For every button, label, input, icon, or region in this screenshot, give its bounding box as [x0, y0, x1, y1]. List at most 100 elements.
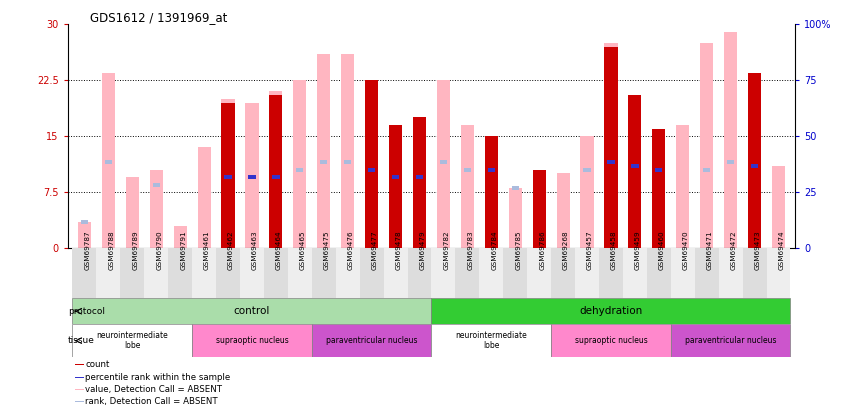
Bar — [485, 136, 498, 248]
Bar — [192, 324, 312, 357]
Text: GSM69465: GSM69465 — [299, 230, 306, 270]
Bar — [240, 248, 264, 298]
Text: GSM69458: GSM69458 — [611, 230, 617, 270]
Text: GSM69786: GSM69786 — [539, 230, 545, 270]
Bar — [584, 168, 591, 172]
Text: GSM69462: GSM69462 — [228, 230, 234, 270]
Bar — [655, 168, 662, 172]
Bar — [360, 248, 383, 298]
Bar — [727, 160, 734, 164]
Bar — [216, 248, 240, 298]
Bar — [383, 248, 408, 298]
Text: tissue: tissue — [68, 336, 95, 345]
Text: GSM69477: GSM69477 — [371, 230, 377, 270]
Bar — [533, 170, 546, 248]
Bar — [461, 125, 474, 248]
Text: dehydration: dehydration — [580, 306, 643, 316]
Bar — [96, 248, 120, 298]
Text: percentile rank within the sample: percentile rank within the sample — [85, 373, 231, 382]
Bar — [150, 170, 162, 248]
Bar — [152, 183, 160, 187]
Bar — [269, 92, 283, 248]
Text: GSM69461: GSM69461 — [204, 230, 210, 270]
Bar — [120, 248, 145, 298]
Bar — [431, 324, 551, 357]
Bar — [671, 248, 695, 298]
Bar — [296, 168, 304, 172]
Bar — [368, 168, 376, 172]
Bar — [102, 73, 115, 248]
Bar — [508, 188, 522, 248]
Bar — [416, 175, 423, 179]
Text: GSM69785: GSM69785 — [515, 230, 521, 270]
Text: GSM69784: GSM69784 — [492, 230, 497, 270]
Bar — [724, 32, 737, 248]
Text: GSM69459: GSM69459 — [634, 230, 641, 270]
Bar — [647, 248, 671, 298]
Bar — [631, 164, 639, 168]
Bar — [512, 186, 519, 190]
Bar — [294, 80, 306, 248]
Text: GSM69463: GSM69463 — [252, 230, 258, 270]
Text: neurointermediate
lobe: neurointermediate lobe — [96, 331, 168, 350]
Text: GSM69476: GSM69476 — [348, 230, 354, 270]
Bar — [629, 95, 641, 248]
Text: GSM69460: GSM69460 — [659, 230, 665, 270]
Bar — [389, 125, 402, 248]
Bar — [392, 175, 399, 179]
Bar — [75, 364, 84, 365]
Bar — [105, 160, 112, 164]
Text: GSM69474: GSM69474 — [778, 230, 784, 270]
Bar — [623, 248, 647, 298]
Text: paraventricular nucleus: paraventricular nucleus — [685, 336, 777, 345]
Bar — [126, 177, 139, 248]
Bar — [312, 324, 431, 357]
Text: GSM69782: GSM69782 — [443, 230, 449, 270]
Bar — [551, 324, 671, 357]
Bar — [527, 248, 551, 298]
Text: GDS1612 / 1391969_at: GDS1612 / 1391969_at — [90, 11, 227, 24]
Text: protocol: protocol — [68, 307, 105, 316]
Bar — [629, 95, 641, 248]
Bar — [700, 43, 713, 248]
Bar — [73, 248, 96, 298]
Bar — [772, 166, 785, 248]
Bar — [197, 147, 211, 248]
Bar — [78, 222, 91, 248]
Bar — [320, 160, 327, 164]
Bar — [272, 175, 279, 179]
Bar — [557, 173, 569, 248]
Bar — [551, 248, 575, 298]
Text: GSM69790: GSM69790 — [157, 230, 162, 270]
Bar — [344, 160, 351, 164]
Bar — [365, 80, 378, 248]
Text: GSM69472: GSM69472 — [731, 230, 737, 270]
Bar — [224, 175, 232, 179]
Bar — [604, 47, 618, 248]
Bar — [365, 80, 378, 248]
Bar — [751, 164, 758, 168]
Bar — [652, 129, 666, 248]
Bar — [192, 248, 216, 298]
Bar — [575, 248, 599, 298]
Bar — [748, 73, 761, 248]
Text: neurointermediate
lobe: neurointermediate lobe — [455, 331, 527, 350]
Bar — [81, 220, 88, 224]
Bar — [485, 136, 498, 248]
Bar — [480, 248, 503, 298]
Bar — [413, 117, 426, 248]
Bar — [288, 248, 312, 298]
Text: GSM69457: GSM69457 — [587, 230, 593, 270]
Bar — [437, 80, 450, 248]
Bar — [341, 54, 354, 248]
Bar — [440, 160, 447, 164]
Bar — [75, 389, 84, 390]
Text: GSM69473: GSM69473 — [755, 230, 761, 270]
Text: GSM69464: GSM69464 — [276, 230, 282, 270]
Text: GSM69789: GSM69789 — [132, 230, 138, 270]
Bar — [264, 248, 288, 298]
Text: GSM69791: GSM69791 — [180, 230, 186, 270]
Bar — [431, 248, 455, 298]
Text: GSM69787: GSM69787 — [85, 230, 91, 270]
Bar — [145, 248, 168, 298]
